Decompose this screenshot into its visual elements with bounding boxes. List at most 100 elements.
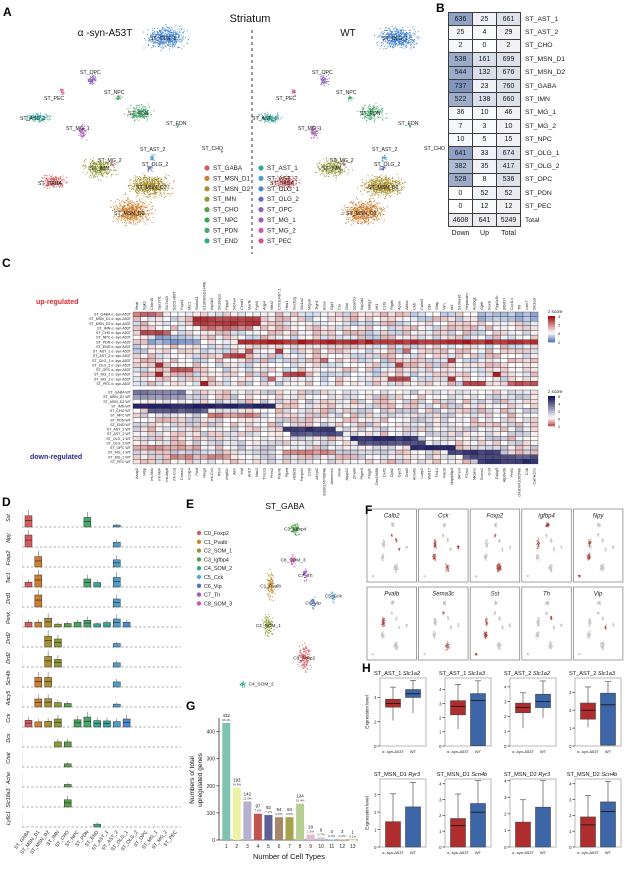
svg-text:4: 4 (439, 687, 442, 692)
svg-text:Sema3c: Sema3c (432, 592, 454, 598)
svg-text:0: 0 (212, 838, 215, 844)
boxplot-ST_MSN_D2-Scn4b: ST_MSN_D2 Scn4b 0 1 2 3 4 α -syn-A53T WT (567, 772, 622, 855)
panel-a-umap: Striatum α -syn-A53T WT ST_OLG_1 ST_OLG_1… (20, 13, 455, 254)
svg-text:ST_AST_2: ST_AST_2 (140, 147, 165, 153)
svg-text:1: 1 (439, 829, 442, 834)
svg-text:ST_OLG_2: ST_OLG_2 (267, 196, 299, 203)
svg-text:2: 2 (374, 720, 377, 725)
panel-label-f: F (365, 503, 373, 517)
svg-text:Hs6st3: Hs6st3 (292, 468, 297, 480)
svg-text:ST_GABA: ST_GABA (213, 165, 243, 172)
svg-text:Mertk: Mertk (247, 300, 252, 310)
svg-text:z score: z score (548, 389, 563, 394)
panel-label-e: E (186, 497, 195, 511)
bars: 43233.4%119314.9%214211.0%3977.5%4927.1%… (222, 713, 357, 850)
svg-text:ST_OLG_1: ST_OLG_1 (267, 186, 299, 193)
svg-text:0: 0 (439, 845, 442, 850)
svg-text:Aldoc: Aldoc (404, 300, 409, 310)
marker-rows: Sst Npy Foxp2 Tac1 Drd1 Penk Drd2 Drd2 Scn4b Adcy… (6, 510, 181, 828)
svg-text:C1_Pvalb: C1_Pvalb (260, 583, 281, 589)
svg-text:Penk: Penk (6, 612, 12, 624)
svg-text:6: 6 (278, 844, 281, 850)
svg-text:ST_MG_1 α -syn-A53T: ST_MG_1 α -syn-A53T (94, 373, 132, 377)
svg-text:ST_MSN_D1: ST_MSN_D1 (114, 211, 145, 217)
table-row: 382 35 417 ST_OLG_2 (448, 159, 590, 174)
table-row: 528 8 536 ST_OPC (448, 172, 590, 188)
svg-text:Slc1a3: Slc1a3 (532, 298, 537, 310)
svg-text:7.5%: 7.5% (254, 809, 261, 813)
svg-text:ST_AST_1: ST_AST_1 (20, 116, 45, 122)
svg-text:4: 4 (569, 782, 572, 787)
svg-text:ST_END WT: ST_END WT (110, 423, 132, 427)
svg-text:ST_OPC: ST_OPC (80, 70, 101, 76)
svg-text:Expression level: Expression level (365, 796, 370, 829)
svg-text:12: 12 (339, 844, 345, 850)
svg-text:2: 2 (439, 715, 442, 720)
svg-text:Wdr17: Wdr17 (427, 468, 432, 479)
svg-text:ST_MG_2 WT: ST_MG_2 WT (108, 455, 132, 459)
feature-plot-Npy: Npy (572, 508, 624, 583)
svg-text:ST_OLG_2 α -syn-A53T: ST_OLG_2 α -syn-A53T (92, 363, 132, 367)
svg-text:3: 3 (246, 844, 249, 850)
table-row: 538 161 699 ST_MSN_D1 (448, 52, 590, 67)
svg-text:ST_IMN: ST_IMN (322, 166, 341, 172)
svg-text:Clu: Clu (337, 304, 342, 310)
panel-a-point-clouds (25, 24, 455, 227)
svg-text:Ptprd: Ptprd (284, 468, 289, 477)
svg-text:C5_Cck: C5_Cck (325, 594, 343, 600)
legend-dot (204, 175, 210, 181)
svg-text:2: 2 (374, 810, 377, 815)
svg-text:ST_IMN: ST_IMN (213, 196, 237, 203)
svg-text:Camk2n1: Camk2n1 (532, 468, 537, 485)
svg-text:Arl15: Arl15 (247, 468, 252, 477)
svg-text:C4_SOM_2: C4_SOM_2 (204, 566, 232, 572)
svg-text:200: 200 (207, 784, 216, 790)
panel-label-h: H (362, 661, 371, 675)
table-row: 544 132 676 ST_MSN_D2 (448, 65, 590, 80)
panel-d-marker-boxplots: Sst Npy Foxp2 Tac1 Drd1 Penk Drd2 Drd2 Scn4b Adcy… (6, 510, 181, 856)
svg-text:14.9%: 14.9% (232, 783, 241, 787)
svg-text:1: 1 (352, 830, 355, 835)
feature-plot-grid: Calb2 Cck Foxp2 Igfbp4 Npy Pvalb Sema3c Sst Th Vi… (366, 508, 624, 661)
svg-text:Luzp2: Luzp2 (419, 468, 424, 479)
legend-dot (258, 207, 264, 213)
table-row: 0 52 52 ST_PDN (448, 186, 590, 201)
svg-text:ST_IMN WT: ST_IMN WT (111, 404, 132, 408)
svg-text:Lsm7: Lsm7 (524, 300, 529, 310)
svg-text:10: 10 (318, 844, 324, 850)
svg-text:mt-Nd1: mt-Nd1 (149, 468, 154, 481)
svg-text:Slc18a3: Slc18a3 (6, 788, 12, 807)
svg-text:WT: WT (475, 749, 482, 754)
svg-text:Tac1: Tac1 (6, 572, 12, 583)
svg-text:Chat: Chat (6, 752, 12, 764)
boxplot-ST_MSN_D1-Ryr3: ST_MSN_D1 Ryr3 0 1 2 3 Expression level α -syn… (365, 772, 427, 855)
legend-dot (204, 165, 210, 171)
svg-text:Sparcl1: Sparcl1 (352, 297, 357, 310)
svg-text:11: 11 (329, 844, 334, 850)
svg-text:ST_AST_1: ST_AST_1 (267, 165, 298, 172)
svg-text:ST_MG_2 α -syn-A53T: ST_MG_2 α -syn-A53T (94, 377, 132, 381)
svg-text:9: 9 (309, 844, 312, 850)
svg-text:Ckb: Ckb (412, 303, 417, 310)
svg-text:ST_MSN_D1 Scn4b: ST_MSN_D1 Scn4b (437, 772, 487, 778)
svg-text:ST_END α -syn-A53T: ST_END α -syn-A53T (96, 345, 132, 349)
svg-text:ST_OLG_1 WT: ST_OLG_1 WT (106, 437, 132, 441)
table-row: 0 12 12 ST_PEC (448, 199, 590, 214)
svg-text:Ly6c1: Ly6c1 (6, 811, 12, 825)
svg-text:ST_PEC α -syn-A53T: ST_PEC α -syn-A53T (96, 382, 131, 386)
table-row: 10 5 15 ST_NPC (448, 132, 590, 147)
svg-text:0: 0 (439, 744, 442, 749)
svg-text:ST_OLG_2 WT: ST_OLG_2 WT (106, 441, 132, 445)
svg-text:ST_IMN: ST_IMN (90, 166, 109, 172)
svg-text:Meg3: Meg3 (202, 468, 207, 478)
svg-text:1: 1 (439, 730, 442, 735)
svg-text:300: 300 (207, 757, 216, 763)
legend-dot (258, 238, 264, 244)
panel-a-left-title: α -syn-A53T (78, 28, 133, 39)
svg-text:400: 400 (207, 730, 216, 736)
svg-text:α -syn-A53T: α -syn-A53T (512, 850, 534, 855)
down-heatmap (132, 389, 539, 465)
svg-text:ST_MG_1: ST_MG_1 (66, 126, 90, 132)
svg-text:Gpc5: Gpc5 (397, 468, 402, 477)
